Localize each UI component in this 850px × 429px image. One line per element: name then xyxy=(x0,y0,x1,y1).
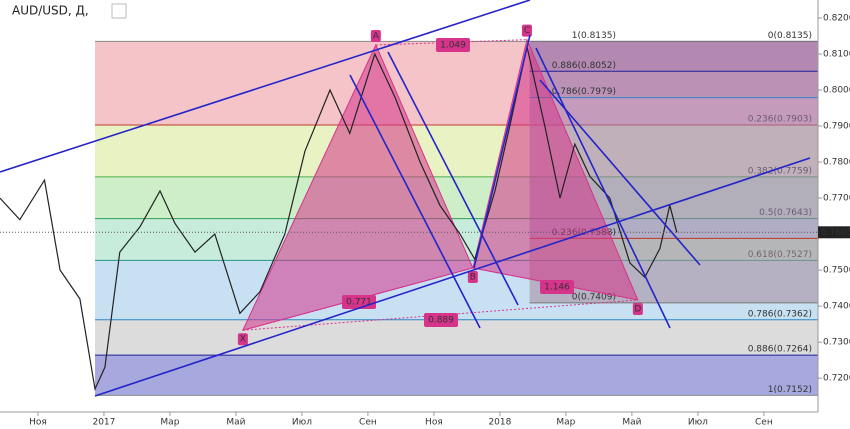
pattern-point-label: B xyxy=(470,272,476,282)
pattern-point-label: C xyxy=(524,26,530,36)
price-layer xyxy=(0,46,678,392)
pattern-point-label: A xyxy=(373,32,380,42)
ratio-label: 1.049 xyxy=(440,41,466,51)
axes: 0.72000.73000.74000.75000.76000.77000.78… xyxy=(0,14,850,428)
x-tick-label: Ноя xyxy=(29,418,47,428)
x-tick-label: Июл xyxy=(688,418,708,428)
fib-bands: 0(0.8135)0.236(0.7903)0.382(0.7759)0.5(0… xyxy=(95,31,819,396)
pattern-leg xyxy=(375,39,527,46)
x-tick-label: Июл xyxy=(292,418,312,428)
fib-band xyxy=(95,355,819,396)
pattern-point-box xyxy=(521,24,532,37)
trend-line xyxy=(539,79,701,266)
fib-label: 0(0.8135) xyxy=(768,31,812,41)
x-tick-label: Мар xyxy=(160,418,179,428)
trend-line xyxy=(349,74,481,329)
fib-label: 0(0.7409) xyxy=(572,292,616,302)
price-line xyxy=(0,46,678,392)
fib-label: 1(0.7152) xyxy=(768,385,812,395)
fib-label: 0.786(0.7979) xyxy=(552,87,616,97)
x-tick-label: Мар xyxy=(556,418,575,428)
x-tick-label: Май xyxy=(622,418,641,428)
pattern-point-box xyxy=(370,30,381,43)
fib-band xyxy=(529,41,818,72)
ratio-box xyxy=(436,38,470,52)
y-tick-label: 0.8200 xyxy=(823,14,850,24)
fib-label: 0.786(0.7362) xyxy=(748,309,812,319)
title-bg xyxy=(0,0,112,22)
last-price-box xyxy=(818,226,850,239)
pattern-point-label: D xyxy=(634,304,641,314)
ratio-label: 1.146 xyxy=(544,283,570,293)
x-tick-label: 2017 xyxy=(92,418,115,428)
chart-title: AUD/USD, Д, xyxy=(12,4,89,18)
x-tick-label: 2018 xyxy=(488,418,511,428)
x-tick-label: Май xyxy=(226,418,245,428)
fib-label: 0.886(0.8052) xyxy=(552,61,616,71)
trend-line xyxy=(0,0,531,173)
last-price-label: 0.7605 xyxy=(821,228,850,238)
pattern-point-box xyxy=(237,333,248,346)
ratio-box xyxy=(424,313,458,327)
pattern-point-label: X xyxy=(240,335,246,345)
x-tick-label: Сен xyxy=(359,418,377,428)
y-axis-panel xyxy=(818,0,850,429)
ratio-label: 0.889 xyxy=(428,316,454,326)
ratio-label: 0.771 xyxy=(346,298,372,308)
ratio-box xyxy=(540,280,574,294)
trend-line xyxy=(535,47,671,329)
trend-lines xyxy=(0,0,811,397)
fib-label: 0.886(0.7264) xyxy=(748,345,812,355)
trend-line xyxy=(387,51,519,306)
trend-line xyxy=(94,157,811,397)
pattern-point-box xyxy=(632,302,643,315)
fib-band xyxy=(529,71,818,98)
x-tick-label: Ноя xyxy=(425,418,443,428)
trend-line xyxy=(473,34,531,269)
fib-label: 1(0.8135) xyxy=(572,31,616,41)
settings-button[interactable] xyxy=(111,3,127,19)
x-tick-label: Сен xyxy=(755,418,773,428)
pattern-point-box xyxy=(467,270,478,283)
